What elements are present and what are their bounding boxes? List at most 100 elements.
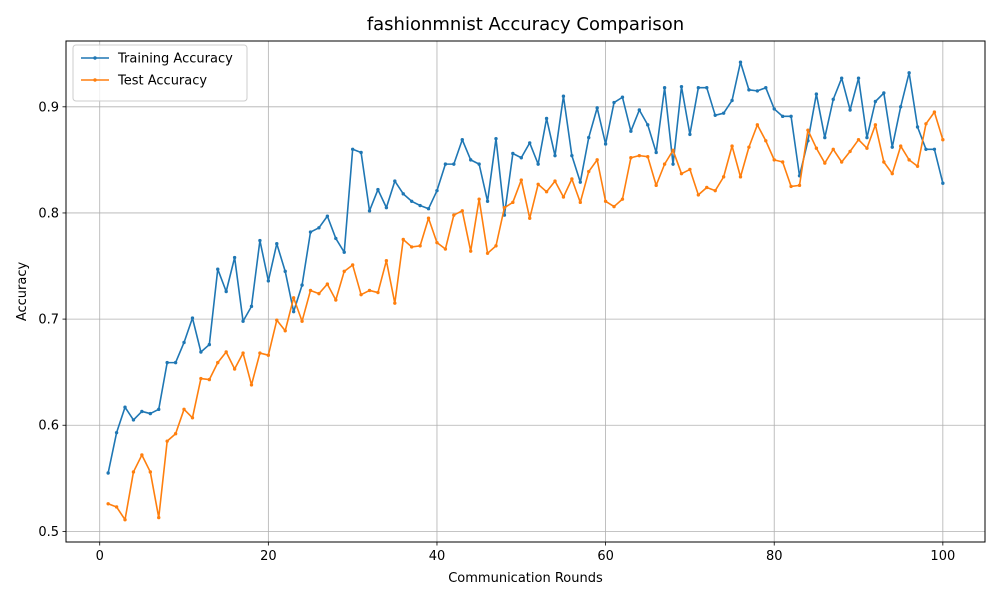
data-point <box>662 162 667 166</box>
data-point <box>671 148 675 153</box>
y-tick-label: 0.9 <box>38 100 59 115</box>
data-point <box>140 453 144 457</box>
data-point <box>376 290 380 295</box>
data-point <box>165 360 169 365</box>
data-point <box>519 156 523 160</box>
data-point <box>679 84 684 89</box>
data-point <box>907 71 911 75</box>
plot-series <box>106 60 945 522</box>
data-point <box>932 147 937 151</box>
data-point <box>291 309 296 314</box>
data-point <box>418 244 422 248</box>
data-point <box>789 114 793 119</box>
data-point <box>721 111 726 115</box>
data-point <box>713 113 717 118</box>
data-point <box>317 291 321 296</box>
data-point <box>772 107 776 111</box>
data-point <box>528 216 532 220</box>
data-point <box>232 255 237 260</box>
data-point <box>173 432 178 436</box>
data-point <box>865 135 869 140</box>
data-point <box>173 360 178 365</box>
data-point <box>688 132 692 137</box>
chart-title: fashionmnist Accuracy Comparison <box>367 14 684 35</box>
data-point <box>620 95 625 99</box>
data-point <box>696 193 701 197</box>
data-point <box>915 164 920 168</box>
data-point <box>494 244 498 248</box>
x-tick-label: 20 <box>260 549 277 564</box>
data-point <box>603 142 608 146</box>
data-point <box>932 110 937 114</box>
x-tick-label: 60 <box>597 549 614 564</box>
data-point <box>730 144 734 148</box>
y-axis-label: Accuracy <box>15 262 30 322</box>
data-point <box>646 155 650 159</box>
data-point <box>595 158 599 162</box>
data-point <box>603 199 608 203</box>
data-point <box>654 183 658 188</box>
data-point <box>452 213 456 217</box>
data-point <box>924 147 928 151</box>
data-point <box>536 182 540 186</box>
data-point <box>865 146 869 150</box>
data-point <box>578 200 582 205</box>
data-point <box>713 188 717 193</box>
series-test-accuracy <box>106 110 945 522</box>
data-point <box>216 267 220 271</box>
data-point <box>283 269 287 274</box>
data-point <box>924 122 928 126</box>
data-point <box>764 86 768 90</box>
data-point <box>393 301 397 305</box>
data-point <box>646 123 650 127</box>
data-point <box>258 238 262 243</box>
data-point <box>350 147 355 151</box>
data-point <box>898 144 903 148</box>
data-point <box>114 430 119 435</box>
data-point <box>469 249 473 253</box>
data-point <box>325 214 330 218</box>
x-tick-label: 40 <box>429 549 446 564</box>
data-point <box>350 263 355 267</box>
y-tick-label: 0.8 <box>38 206 59 221</box>
y-tick-label: 0.6 <box>38 419 59 434</box>
data-point <box>511 151 515 156</box>
data-point <box>561 195 566 199</box>
data-point <box>426 216 431 220</box>
data-point <box>662 86 667 90</box>
data-point <box>519 178 523 182</box>
data-point <box>393 179 397 183</box>
data-point <box>367 288 372 293</box>
data-point <box>275 318 279 322</box>
data-point <box>216 360 220 365</box>
data-point <box>873 99 878 104</box>
data-point <box>199 350 203 354</box>
legend-label: Training Accuracy <box>117 52 233 67</box>
data-point <box>620 197 625 201</box>
data-point <box>148 411 153 416</box>
data-point <box>157 407 161 412</box>
data-point <box>199 376 203 381</box>
data-point <box>578 180 582 184</box>
data-point <box>131 418 136 422</box>
data-point <box>941 181 945 185</box>
data-point <box>435 188 439 193</box>
x-axis-label: Communication Rounds <box>448 571 603 586</box>
data-point <box>595 106 599 110</box>
data-point <box>376 187 380 192</box>
data-point <box>755 123 760 127</box>
data-point <box>401 192 405 196</box>
data-point <box>688 167 692 172</box>
data-point <box>384 259 389 263</box>
data-point <box>738 175 743 179</box>
data-point <box>612 204 616 209</box>
data-point <box>831 147 835 151</box>
data-point <box>747 88 751 92</box>
data-point <box>224 350 228 354</box>
data-point <box>460 209 464 213</box>
data-point <box>485 199 490 203</box>
data-point <box>890 145 894 149</box>
data-point <box>502 205 507 210</box>
data-point <box>334 236 338 241</box>
data-point <box>882 91 886 95</box>
